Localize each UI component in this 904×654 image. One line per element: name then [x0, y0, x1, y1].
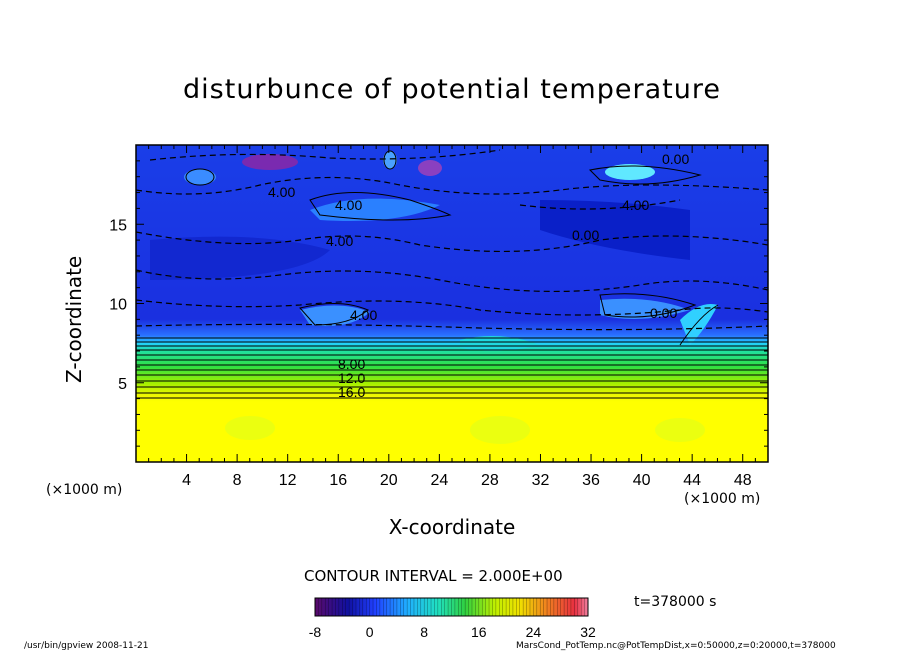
- x-tick-label: 24: [430, 472, 448, 489]
- contour-label: 4.00: [268, 184, 295, 200]
- contour-interval: CONTOUR INTERVAL = 2.000E+00: [304, 567, 563, 585]
- contour-label: 0.00: [572, 227, 599, 243]
- colorbar-tick-label: 24: [526, 624, 542, 640]
- x-tick-label: 44: [683, 472, 701, 489]
- x-tick-label: 40: [633, 472, 651, 489]
- x-tick-label: 8: [233, 472, 242, 489]
- contour-label: 4.00: [335, 197, 362, 213]
- contour-label: 4.00: [622, 197, 649, 213]
- contour-label: 4.00: [326, 233, 353, 249]
- contour-label: 0.00: [662, 151, 689, 167]
- x-tick-label: 12: [279, 472, 297, 489]
- x-unit-right: (×1000 m): [684, 491, 761, 507]
- plot-area: [135, 144, 769, 463]
- y-tick-label: 15: [109, 217, 127, 234]
- y-tick-label: 10: [109, 297, 127, 314]
- x-tick-label: 16: [329, 472, 347, 489]
- x-tick-label: 32: [532, 472, 550, 489]
- x-tick-label: 4: [182, 472, 191, 489]
- time-label: t=378000 s: [634, 594, 717, 610]
- footer-right: MarsCond_PotTemp.nc@PotTempDist,x=0:5000…: [516, 641, 836, 651]
- contour-label: 8.00: [338, 356, 365, 372]
- colorbar-tick-label: 32: [580, 624, 596, 640]
- colorbar: [314, 597, 589, 617]
- x-tick-label: 48: [734, 472, 752, 489]
- colorbar-tick-label: -8: [309, 624, 322, 640]
- x-unit-left: (×1000 m): [46, 482, 123, 498]
- contour-label: 12.0: [338, 370, 365, 386]
- x-tick-label: 28: [481, 472, 499, 489]
- colorbar-tick-label: 8: [420, 624, 428, 640]
- x-axis-label: X-coordinate: [388, 515, 516, 539]
- contour-label: 16.0: [338, 384, 365, 400]
- footer-left: /usr/bin/gpview 2008-11-21: [24, 641, 149, 651]
- chart-title: disturbunce of potential temperature: [183, 74, 721, 105]
- y-tick-label: 5: [118, 376, 127, 393]
- x-tick-label: 36: [582, 472, 600, 489]
- colorbar-tick-label: 0: [366, 624, 374, 640]
- colorbar-tick-label: 16: [471, 624, 487, 640]
- contour-label: 4.00: [350, 307, 377, 323]
- contour-label: 0.00: [650, 305, 677, 321]
- y-axis-label: Z-coordinate: [62, 255, 86, 383]
- x-tick-label: 20: [380, 472, 398, 489]
